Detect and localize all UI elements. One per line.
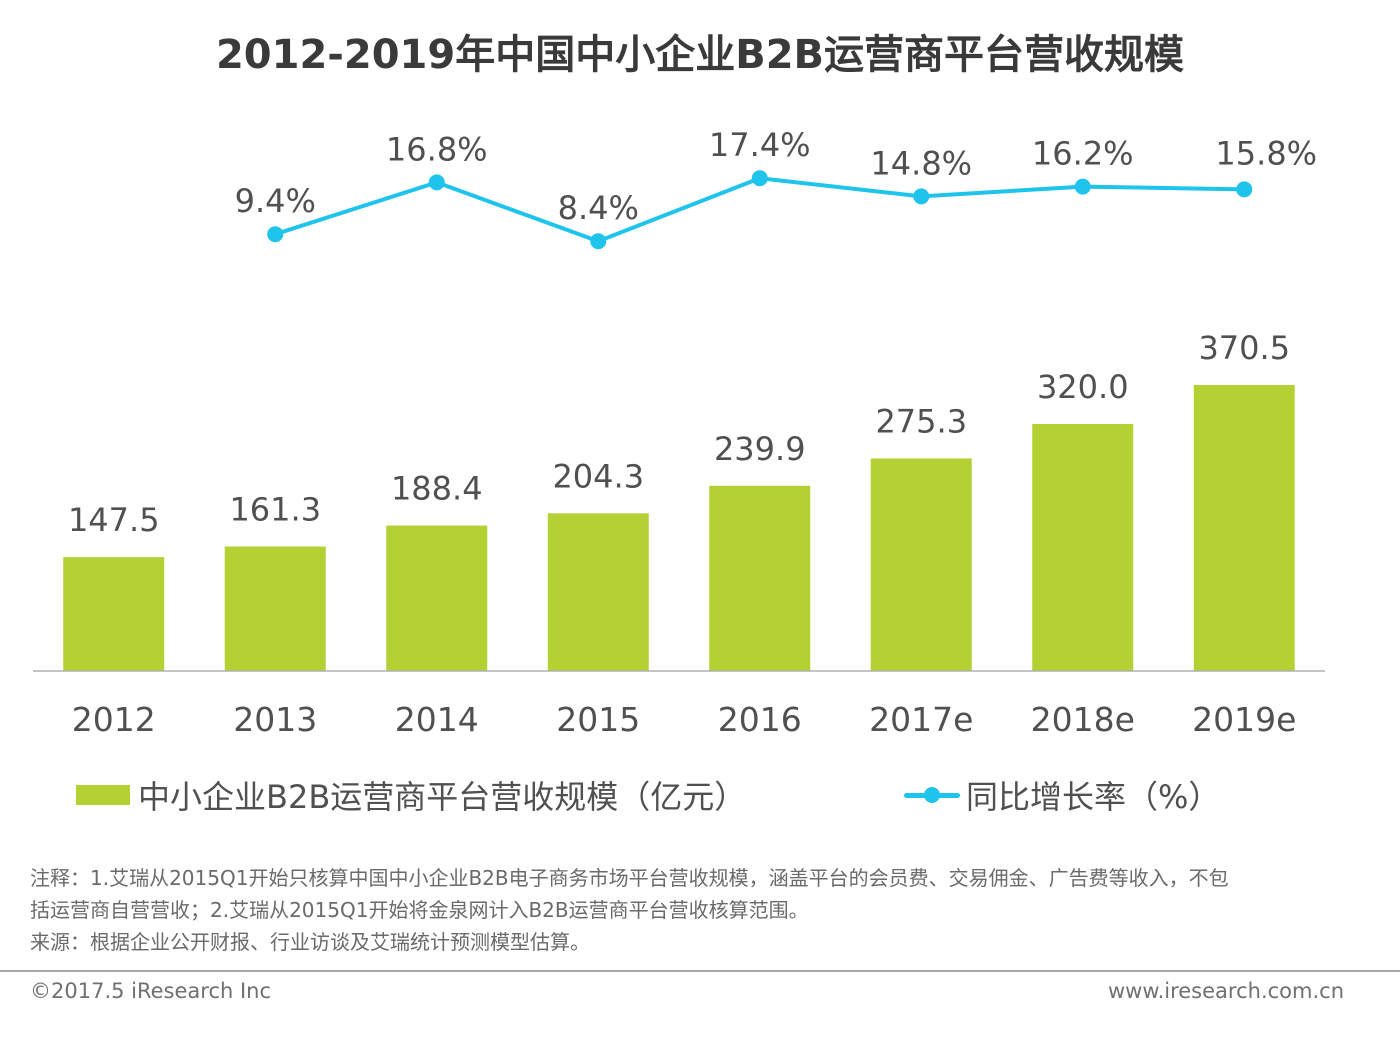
bar-value-label-2015: 204.3 — [552, 457, 644, 495]
growth-rate-line — [274, 176, 1245, 244]
bar-2019e — [1193, 385, 1295, 671]
growth-label-2019e: 15.8% — [1215, 134, 1317, 172]
chart: 147.5 2012 161.3 2013 188.4 2014 204.3 2015 239.… — [33, 126, 1325, 739]
growth-point-2016 — [751, 170, 768, 187]
bar-value-label-2017e: 275.3 — [875, 402, 967, 440]
bar-2018e — [1032, 423, 1134, 671]
x-tick-label-2017e: 2017e — [869, 700, 973, 739]
growth-point-2018e — [1074, 178, 1091, 195]
bar-value-label-2018e: 320.0 — [1037, 368, 1129, 406]
footer-divider — [0, 970, 1400, 972]
chart-title: 2012-2019年中国中小企业B2B运营商平台营收规模 — [215, 32, 1185, 78]
legend-item-bar: 中小企业B2B运营商平台营收规模（亿元） — [76, 772, 746, 818]
note-line-2: 括运营商自营营收；2.艾瑞从2015Q1开始将金泉网计入B2B运营商平台营收核算… — [30, 898, 809, 922]
growth-point-2015 — [590, 233, 607, 250]
growth-label-2018e: 16.2% — [1032, 135, 1134, 173]
bars-layer — [63, 385, 1295, 671]
bar-2015 — [547, 513, 649, 671]
bar-2013 — [224, 546, 326, 671]
x-tick-label-2012: 2012 — [72, 700, 156, 739]
x-tick-label-2019e: 2019e — [1192, 700, 1296, 739]
note-line-1: 注释：1.艾瑞从2015Q1开始只核算中国中小企业B2B电子商务市场平台营收规模… — [30, 866, 1229, 890]
notes: 注释：1.艾瑞从2015Q1开始只核算中国中小企业B2B电子商务市场平台营收规模… — [30, 862, 1380, 958]
x-tick-label-2014: 2014 — [395, 700, 479, 739]
bar-value-label-2014: 188.4 — [391, 470, 483, 508]
copyright: ©2017.5 iResearch Inc — [30, 979, 272, 1003]
legend-line-marker-icon — [904, 784, 960, 806]
legend-item-line: 同比增长率（%） — [904, 772, 1220, 818]
growth-point-2014 — [428, 174, 445, 191]
bar-2016 — [709, 485, 811, 671]
bar-2017e — [870, 458, 972, 671]
x-tick-label-2013: 2013 — [233, 700, 317, 739]
bar-value-label-2012: 147.5 — [68, 501, 160, 539]
bar-value-label-2019e: 370.5 — [1198, 329, 1290, 367]
legend-bar-label: 中小企业B2B运营商平台营收规模（亿元） — [138, 778, 747, 816]
legend-line-label: 同比增长率（%） — [966, 778, 1221, 816]
bar-2012 — [63, 557, 165, 671]
source-line: 来源：根据企业公开财报、行业访谈及艾瑞统计预测模型估算。 — [30, 930, 590, 954]
labels-layer: 147.5 2012 161.3 2013 188.4 2014 204.3 2015 239.… — [68, 126, 1317, 739]
growth-label-2014: 16.8% — [386, 130, 488, 168]
line-layer — [267, 170, 1253, 250]
growth-label-2015: 8.4% — [558, 189, 639, 227]
x-tick-label-2016: 2016 — [718, 700, 802, 739]
legend-bar-swatch-icon — [76, 785, 130, 805]
x-tick-label-2018e: 2018e — [1031, 700, 1135, 739]
growth-point-2019e — [1236, 181, 1253, 198]
growth-label-2013: 9.4% — [235, 182, 316, 220]
growth-label-2016: 17.4% — [709, 126, 811, 164]
website-link[interactable]: www.iresearch.com.cn — [1107, 979, 1344, 1003]
bar-value-label-2016: 239.9 — [714, 430, 806, 468]
x-tick-label-2015: 2015 — [556, 700, 640, 739]
growth-point-2013 — [267, 226, 284, 243]
bar-2014 — [386, 525, 488, 671]
growth-point-2017e — [913, 188, 930, 205]
bar-value-label-2013: 161.3 — [229, 490, 321, 528]
growth-label-2017e: 14.8% — [870, 144, 972, 182]
